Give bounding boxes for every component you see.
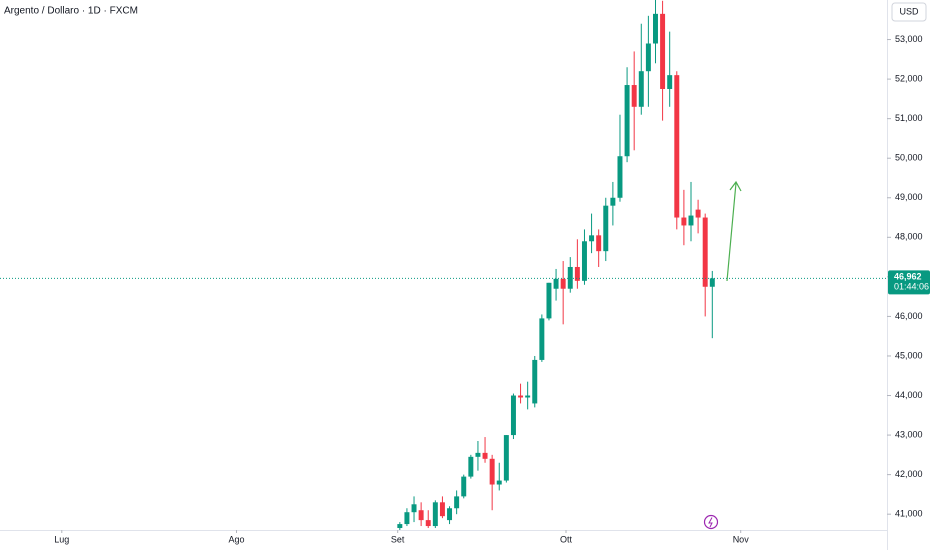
candle-body [667,75,673,89]
candle-body [510,395,516,436]
candle-body [652,13,658,44]
candle-body [418,510,424,521]
candle-body [432,502,438,527]
y-tick-label: 50,000 [895,153,923,163]
y-tick-label: 51,000 [895,113,923,123]
candle-body [610,197,616,206]
countdown: 01:44:06 [894,282,929,292]
candle-body [631,85,637,107]
candle-body [461,476,467,497]
candle-body [404,512,410,525]
candle-body [539,318,545,360]
candle-body [624,85,630,157]
candle-body [681,217,687,226]
y-tick-label: 52,000 [895,73,923,83]
currency-box[interactable] [891,2,927,22]
x-tick-label: Ott [560,534,573,544]
candle-body [496,480,502,485]
chart-title: Argento / Dollaro · 1D · FXCM [4,6,138,17]
candle-body [645,43,651,72]
x-tick-label: Set [391,534,405,544]
candle-body [397,524,403,529]
candle-body [475,452,481,457]
candle-body [589,235,595,242]
candle-body [574,266,580,281]
x-tick-label: Ago [228,534,244,544]
event-icon[interactable] [703,514,719,530]
y-tick-label: 43,000 [895,429,923,439]
y-tick-label: 48,000 [895,232,923,242]
price-label: 46,962 [894,272,922,282]
candle-body [439,502,445,517]
currency[interactable]: USD [899,6,919,16]
candle-body [503,435,509,481]
y-tick-label: 44,000 [895,390,923,400]
candle-body [581,241,587,281]
y-tick-label: 41,000 [895,509,923,519]
candle-body [638,71,644,107]
candle-body [603,205,609,252]
candle-body [560,278,566,289]
y-tick-label: 46,000 [895,311,923,321]
y-tick-label: 49,000 [895,192,923,202]
x-tick-label: Nov [733,534,750,544]
y-tick-label: 42,000 [895,469,923,479]
candle-body [709,278,715,287]
candle-body [468,456,474,477]
candle-body [411,504,417,513]
annotation-arrow [726,180,742,282]
y-tick-label: 53,000 [895,34,923,44]
candle-body [482,452,488,459]
candle-body [546,282,552,319]
candle-body [688,215,694,226]
candle-body [525,395,531,398]
candle-body [489,458,495,485]
candle-body [596,235,602,252]
candle-body [447,508,453,521]
candle-body [425,520,431,527]
candle-body [617,156,623,198]
candle-body [695,209,701,218]
candle-body [567,266,573,289]
candle-body [702,217,708,287]
x-tick-label: Lug [54,534,69,544]
candle-body [674,75,680,218]
candle-body [518,395,524,398]
event-bolt [708,517,713,528]
candle-body [454,496,460,509]
candle-body [660,13,666,89]
candle-body [532,359,538,404]
candle-body [553,278,559,289]
price-label-box [888,270,930,295]
y-tick-label: 45,000 [895,350,923,360]
